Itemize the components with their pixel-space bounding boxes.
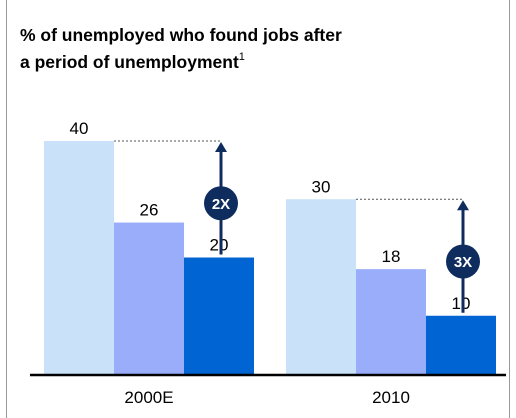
chart-title-line-2: a period of unemployment1 <box>20 47 490 74</box>
bar-2000E-series-2 <box>114 222 184 374</box>
chart-title: % of unemployed who found jobs after a p… <box>20 24 490 74</box>
bar-2000E-series-3 <box>184 257 254 374</box>
chart-title-line-1: % of unemployed who found jobs after <box>20 25 342 45</box>
data-label-2010-series-1: 30 <box>312 177 331 196</box>
data-label-2010-series-3: 10 <box>452 294 471 313</box>
title-footnote-marker: 1 <box>238 51 245 63</box>
data-label-2000E-series-2: 26 <box>140 201 159 220</box>
multiplier-label-2010: 3X <box>454 254 472 271</box>
data-label-2010-series-2: 18 <box>382 247 401 266</box>
data-label-2000E-series-3: 20 <box>210 236 229 255</box>
multiplier-badge-2010 <box>446 244 480 279</box>
x-tick-label-2010: 2010 <box>372 388 410 407</box>
bar-2010-series-3 <box>426 315 496 374</box>
chart-frame <box>6 0 510 418</box>
arrow-head-2000E <box>215 142 227 152</box>
bar-2010-series-1 <box>286 199 356 374</box>
data-label-2000E-series-1: 40 <box>70 119 89 138</box>
multiplier-badge-2000E <box>204 186 238 221</box>
x-tick-label-2000E: 2000E <box>124 388 173 407</box>
multiplier-label-2000E: 2X <box>212 196 230 213</box>
bar-2010-series-2 <box>356 269 426 374</box>
chart-title-line-2-text: a period of unemployment <box>20 51 239 72</box>
arrow-head-2010 <box>457 200 469 211</box>
bar-2000E-series-1 <box>44 141 114 374</box>
